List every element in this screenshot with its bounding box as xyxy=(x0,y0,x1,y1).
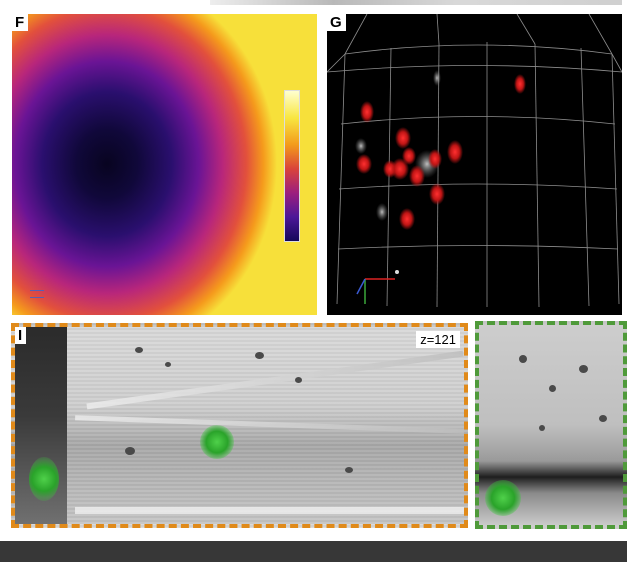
brightfield-panel: I z=121 xyxy=(11,323,468,528)
tissue-speck xyxy=(549,385,556,392)
tissue-fiber xyxy=(75,415,464,434)
tissue-speck xyxy=(165,362,171,367)
tissue-fiber xyxy=(86,350,464,410)
scale-mark xyxy=(30,290,44,291)
tissue-speck xyxy=(125,447,135,455)
bottom-bar xyxy=(0,541,627,562)
panel-label-i: I xyxy=(15,327,27,344)
panel-label-g: G xyxy=(327,14,346,31)
3d-wireframe xyxy=(327,14,622,308)
heatmap-panel: F xyxy=(12,14,317,315)
top-cropped-strip xyxy=(210,0,622,5)
tissue-speck xyxy=(255,352,264,359)
tissue-speck xyxy=(599,415,607,422)
tissue-speck xyxy=(519,355,527,363)
green-fluorescent-cell xyxy=(29,457,59,501)
brightfield-detail-panel xyxy=(475,321,627,529)
tissue-speck xyxy=(579,365,588,373)
tissue-speck xyxy=(539,425,545,431)
tissue-speck xyxy=(345,467,353,473)
colorbar xyxy=(284,90,300,242)
green-fluorescent-cell xyxy=(200,425,234,459)
green-fluorescent-cell xyxy=(485,480,521,516)
3d-volume-panel: G xyxy=(327,14,622,315)
panel-label-f: F xyxy=(12,14,29,31)
tissue-speck xyxy=(295,377,302,383)
scale-mark xyxy=(30,297,44,298)
z-slice-label: z=121 xyxy=(416,331,460,348)
tissue-fiber xyxy=(75,507,464,514)
tissue-speck xyxy=(135,347,143,353)
